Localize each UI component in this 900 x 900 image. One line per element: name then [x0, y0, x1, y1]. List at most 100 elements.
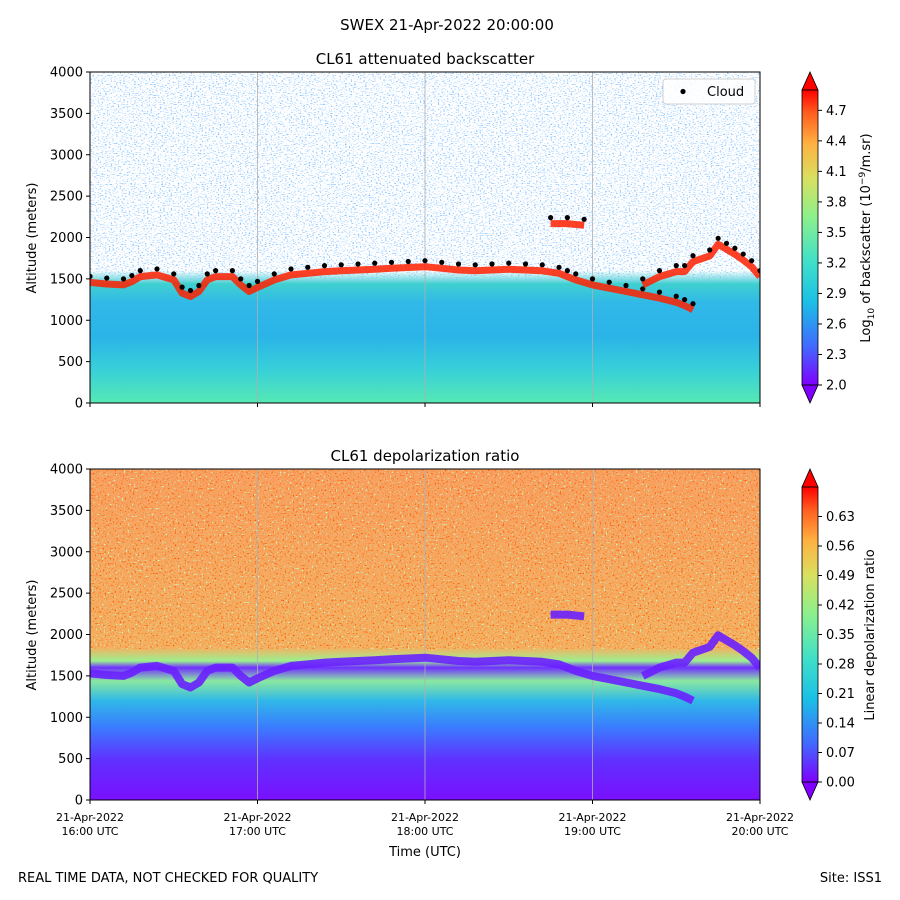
- depol-cloud-band: [550, 610, 585, 621]
- cloud-marker: [246, 282, 252, 289]
- cloud-marker: [656, 289, 663, 295]
- cloud-marker: [372, 260, 378, 266]
- ytick-label: 0: [75, 794, 83, 809]
- colorbar-min-arrow: [801, 384, 819, 404]
- legend-cloud-marker: [680, 88, 686, 95]
- depolarization-colorbar-label: Linear depolarization ratio: [863, 549, 878, 720]
- colorbar-tick-label: 2.6: [826, 317, 847, 332]
- cloud-marker: [690, 301, 696, 307]
- cloud-marker: [581, 216, 587, 222]
- cloud-marker: [90, 273, 93, 279]
- cloud-echo: [90, 263, 695, 313]
- colorbar-tick-label: 0.21: [826, 687, 855, 702]
- cloud-marker: [439, 259, 445, 265]
- cloud-marker: [120, 276, 127, 282]
- cloud-echo: [550, 220, 585, 229]
- xtick-date-label: 21-Apr-2022: [391, 811, 459, 824]
- ytick-label: 500: [58, 752, 83, 767]
- colorbar-tick-label: 4.7: [826, 104, 847, 119]
- backscatter-ylabel: Altitude (meters): [25, 183, 40, 294]
- depolarization-ylabel: Altitude (meters): [25, 580, 40, 691]
- cloud-marker: [640, 286, 646, 292]
- cbar-label-sup: −9: [858, 172, 868, 186]
- colorbar-tick-label: 0.28: [826, 658, 855, 673]
- xtick-time-label: 17:00 UTC: [229, 825, 286, 838]
- cloud-marker: [740, 251, 746, 257]
- xtick-time-label: 19:00 UTC: [564, 825, 621, 838]
- cloud-marker: [455, 261, 462, 267]
- backscatter-colorbar: 2.0 2.3 2.6 2.9 3.2 3.5 3.8 4.1 4.4 4.7 Log10 of …: [801, 71, 877, 404]
- cloud-marker: [682, 296, 688, 303]
- cloud-marker: [305, 264, 311, 270]
- legend: Cloud: [662, 78, 756, 105]
- cloud-marker: [321, 263, 328, 269]
- ytick-label: 2000: [50, 628, 83, 643]
- ytick-label: 2500: [50, 587, 83, 602]
- ytick-label: 1500: [50, 669, 83, 684]
- figure-suptitle: SWEX 21-Apr-2022 20:00:00: [340, 16, 554, 34]
- cloud-marker: [606, 279, 612, 285]
- xtick-date-label: 21-Apr-2022: [223, 811, 291, 824]
- ytick-label: 3000: [50, 545, 83, 560]
- backscatter-panel: CL61 attenuated backscatter 0 500 1000 1500…: [25, 50, 877, 412]
- cloud-marker: [472, 262, 478, 268]
- colorbar-tick-label: 3.5: [826, 226, 847, 241]
- cloud-marker: [338, 262, 344, 268]
- ytick-label: 4000: [50, 66, 83, 81]
- depolarization-heatmap: [90, 469, 760, 800]
- cloud-marker: [673, 263, 679, 269]
- xtick-date-label: 21-Apr-2022: [726, 811, 794, 824]
- cbar-label-mid: of backscatter (10: [859, 185, 874, 308]
- xtick-time-label: 18:00 UTC: [396, 825, 453, 838]
- colorbar-tick-label: 0.35: [826, 628, 855, 643]
- cloud-marker: [213, 268, 219, 274]
- cloud-marker: [564, 268, 570, 274]
- colorbar-tick-label: 3.8: [826, 195, 847, 210]
- depolarization-panel: CL61 depolarization ratio 0 500 1000 1500 20…: [25, 447, 878, 860]
- cloud-marker: [187, 287, 194, 294]
- colorbar-tick-label: 0.63: [826, 510, 855, 525]
- cloud-marker: [682, 263, 688, 269]
- cloud-marker: [522, 261, 529, 267]
- colorbar-tick-label: 0.42: [826, 599, 855, 614]
- cloud-marker: [564, 215, 570, 221]
- colorbar-bar: [802, 90, 818, 385]
- colorbar-max-arrow: [801, 71, 819, 91]
- colorbar-frame: [801, 89, 819, 386]
- cloud-marker: [707, 247, 713, 253]
- cloud-marker: [229, 268, 235, 274]
- cloud-marker: [254, 278, 261, 284]
- depol-cloud-band: [90, 653, 695, 705]
- cloud-marker: [104, 275, 110, 281]
- backscatter-xaxis: [89, 403, 761, 407]
- cloud-echo: [641, 240, 760, 289]
- ytick-label: 0: [75, 397, 83, 412]
- legend-cloud-label: Cloud: [707, 85, 744, 100]
- cloud-marker: [623, 282, 629, 289]
- time-axis-label: Time (UTC): [388, 845, 461, 860]
- cloud-marker: [715, 235, 721, 241]
- colorbar-max-arrow: [801, 468, 819, 488]
- backscatter-heatmap: [90, 72, 760, 403]
- depolarization-title: CL61 depolarization ratio: [331, 447, 520, 465]
- colorbar-tick-label: 2.3: [826, 348, 847, 363]
- cloud-marker: [422, 258, 428, 264]
- cloud-marker: [489, 261, 495, 267]
- cloud-marker: [656, 268, 663, 274]
- cloud-marker: [179, 284, 185, 290]
- colorbar-tick-label: 0.49: [826, 569, 855, 584]
- depolarization-gridlines: [257, 469, 593, 800]
- cloud-marker: [171, 271, 177, 277]
- ytick-label: 3500: [50, 107, 83, 122]
- cloud-marker: [355, 261, 361, 267]
- cloud-marker: [548, 215, 554, 221]
- ytick-label: 4000: [50, 463, 83, 478]
- cloud-marker: [154, 266, 160, 272]
- backscatter-colorbar-label: Log10 of backscatter (10−9/m.sr): [858, 133, 877, 342]
- colorbar-tick-label: 0.56: [826, 540, 855, 555]
- colorbar-tick-label: 3.2: [826, 256, 847, 271]
- depolarization-yaxis: 0 500 1000 1500 2000 2500 3000 3500 4000: [50, 463, 90, 809]
- colorbar-bar: [802, 487, 818, 782]
